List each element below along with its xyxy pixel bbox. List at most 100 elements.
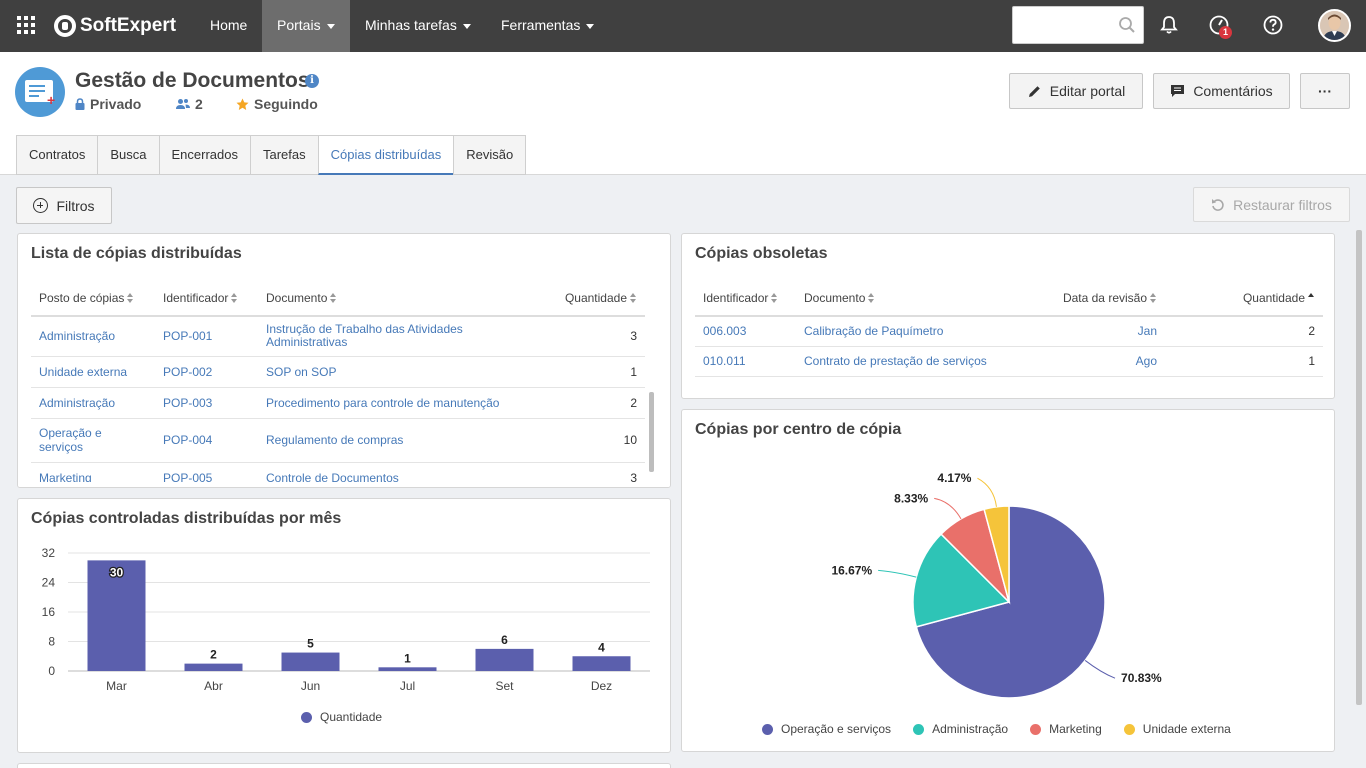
cell-data-revisao[interactable]: Jan — [1036, 316, 1165, 347]
bar[interactable] — [87, 560, 146, 671]
cell-data-revisao[interactable]: Ago — [1036, 346, 1165, 377]
column-header-label: Documento — [266, 290, 328, 305]
tab-revisao[interactable]: Revisão — [453, 135, 527, 175]
members-count[interactable]: 2 — [176, 96, 203, 112]
table-row[interactable]: Unidade externa POP-002 SOP on SOP 1 — [31, 356, 645, 388]
bar[interactable] — [475, 648, 534, 671]
filters-button[interactable]: Filtros — [16, 187, 112, 224]
cell-documento[interactable]: Contrato de prestação de serviços — [796, 346, 1036, 377]
column-header-identificador[interactable]: Identificador — [155, 280, 258, 317]
column-header-documento[interactable]: Documento — [796, 280, 1036, 317]
page-scrollbar[interactable] — [1356, 230, 1362, 705]
monthly-copies-chart-panel: Cópias controladas distribuídas por mês … — [17, 498, 671, 753]
cell-quantidade: 10 — [548, 418, 645, 463]
column-header-label: Identificador — [703, 290, 769, 305]
bar[interactable] — [572, 656, 631, 671]
legend-item[interactable]: Administração — [913, 722, 1008, 736]
notification-badge: 1 — [1219, 26, 1232, 39]
bar[interactable] — [184, 663, 243, 671]
column-header-quantidade[interactable]: Quantidade — [548, 280, 645, 317]
bar[interactable] — [281, 652, 340, 671]
restore-filters-button[interactable]: Restaurar filtros — [1193, 187, 1350, 222]
tab-encerrados[interactable]: Encerrados — [158, 135, 251, 175]
x-tick-label: Set — [495, 679, 514, 693]
legend-item[interactable]: Unidade externa — [1123, 722, 1231, 736]
legend-item[interactable]: Marketing — [1030, 722, 1102, 736]
cell-identificador[interactable]: POP-002 — [155, 356, 258, 388]
sort-icon — [630, 293, 637, 304]
table-row[interactable]: Operação e serviços POP-004 Regulamento … — [31, 418, 645, 463]
comments-button[interactable]: Comentários — [1153, 73, 1290, 109]
cell-quantidade: 2 — [1165, 316, 1323, 347]
legend-item-quantidade[interactable]: Quantidade — [301, 710, 382, 724]
info-icon[interactable]: i — [305, 74, 319, 88]
table-scrollbar[interactable] — [649, 392, 654, 472]
nav-home[interactable]: Home — [195, 0, 262, 52]
pie-slice[interactable] — [915, 505, 1106, 699]
search-icon[interactable] — [1118, 16, 1136, 34]
x-tick-label: Mar — [106, 679, 127, 693]
column-header-posto[interactable]: Posto de cópias — [31, 280, 155, 317]
cell-posto[interactable]: Administração — [31, 316, 155, 357]
column-header-data-revisao[interactable]: Data da revisão — [1036, 280, 1165, 317]
sort-icon — [868, 293, 875, 304]
cell-quantidade: 1 — [1165, 346, 1323, 377]
cell-identificador[interactable]: POP-004 — [155, 418, 258, 463]
users-icon — [176, 99, 190, 109]
pie-value-label: 70.83% — [1121, 671, 1162, 685]
legend-swatch — [762, 723, 773, 735]
table-row[interactable]: 010.011 Contrato de prestação de serviço… — [695, 346, 1323, 377]
cell-documento[interactable]: Instrução de Trabalho das Atividades Adm… — [258, 316, 548, 357]
more-options-button[interactable]: ··· — [1300, 73, 1350, 109]
search-input[interactable] — [1012, 6, 1144, 44]
bar-value-label: 2 — [210, 648, 217, 662]
cell-identificador[interactable]: 006.003 — [695, 316, 796, 347]
nav-ferramentas[interactable]: Ferramentas — [486, 0, 609, 52]
nav-portais[interactable]: Portais — [262, 0, 350, 52]
column-header-identificador[interactable]: Identificador — [695, 280, 796, 317]
table-row[interactable]: Administração POP-003 Procedimento para … — [31, 387, 645, 419]
nav-minhas-tarefas[interactable]: Minhas tarefas — [350, 0, 486, 52]
pie-slice[interactable] — [912, 533, 1011, 628]
tab-tarefas[interactable]: Tarefas — [250, 135, 319, 175]
cell-posto[interactable]: Administração — [31, 387, 155, 419]
softexpert-logo[interactable]: SoftExpert — [54, 13, 176, 39]
column-header-documento[interactable]: Documento — [258, 280, 548, 317]
cell-documento[interactable]: Procedimento para controle de manutenção — [258, 387, 548, 419]
pie-value-label: 4.17% — [937, 471, 971, 485]
sort-icon — [127, 293, 134, 304]
panel-title: Cópias controladas distribuídas por mês — [31, 510, 342, 527]
cell-quantidade: 3 — [548, 316, 645, 357]
bar[interactable] — [378, 667, 437, 671]
cell-identificador[interactable]: 010.011 — [695, 346, 796, 377]
tab-busca[interactable]: Busca — [97, 135, 160, 175]
cell-documento[interactable]: Regulamento de compras — [258, 418, 548, 463]
bar-value-label: 1 — [404, 651, 411, 665]
column-header-quantidade[interactable]: Quantidade — [1165, 280, 1323, 317]
legend-item[interactable]: Operação e serviços — [762, 722, 891, 736]
cell-documento[interactable]: Calibração de Paquímetro — [796, 316, 1036, 347]
tab-bar: Contratos Busca Encerrados Tarefas Cópia… — [16, 135, 527, 175]
tab-copias-distribuidas[interactable]: Cópias distribuídas — [317, 135, 455, 175]
bell-icon[interactable] — [1158, 14, 1180, 36]
privacy-label: Privado — [90, 96, 142, 112]
cell-posto[interactable]: Operação e serviços — [31, 418, 155, 463]
cell-identificador[interactable]: POP-003 — [155, 387, 258, 419]
table-row[interactable]: Administração POP-001 Instrução de Traba… — [31, 316, 645, 357]
user-avatar[interactable] — [1318, 9, 1351, 42]
reset-icon — [1212, 198, 1224, 211]
cell-posto[interactable]: Unidade externa — [31, 356, 155, 388]
tab-contratos[interactable]: Contratos — [16, 135, 99, 175]
column-header-label: Identificador — [163, 290, 229, 305]
pie-label-connector — [934, 497, 962, 520]
tab-label: Busca — [110, 147, 147, 162]
edit-portal-button[interactable]: Editar portal — [1009, 73, 1143, 109]
apps-grid-icon[interactable] — [17, 16, 35, 34]
following-status[interactable]: Seguindo — [236, 96, 318, 112]
help-icon[interactable] — [1262, 14, 1284, 36]
table-row[interactable]: 006.003 Calibração de Paquímetro Jan 2 — [695, 316, 1323, 347]
sort-icon — [231, 293, 238, 304]
sort-icon — [771, 293, 778, 304]
cell-documento[interactable]: SOP on SOP — [258, 356, 548, 388]
cell-identificador[interactable]: POP-001 — [155, 316, 258, 357]
